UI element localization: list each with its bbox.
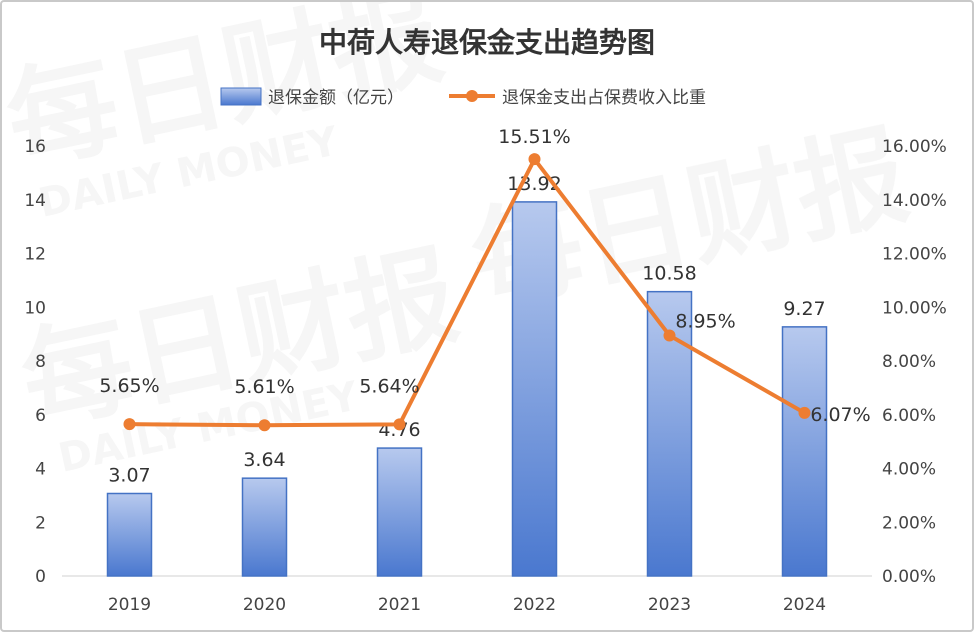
left-tick-label: 2 (35, 513, 46, 533)
x-tick-label: 2021 (378, 595, 421, 615)
right-tick-label: 4.00% (882, 460, 936, 480)
line-series (123, 153, 811, 432)
x-tick-label: 2019 (108, 595, 151, 615)
legend-line-label: 退保金支出占保费收入比重 (502, 88, 706, 108)
bar-value-label: 3.64 (243, 449, 285, 471)
x-tick-label: 2022 (513, 595, 556, 615)
x-tick-label: 2023 (648, 595, 691, 615)
line-point (393, 418, 406, 431)
left-tick-label: 10 (24, 298, 46, 318)
legend-bar-swatch (220, 87, 262, 106)
line-value-label: 8.95% (675, 310, 735, 332)
left-tick-label: 6 (35, 406, 46, 426)
left-tick-label: 14 (24, 191, 46, 211)
bar-value-label: 10.58 (642, 263, 696, 285)
left-tick-label: 12 (24, 245, 46, 265)
left-axis: 0 2 4 6 8 10 12 14 16 (24, 137, 46, 587)
line-value-label: 6.07% (810, 404, 870, 426)
right-tick-label: 2.00% (882, 513, 936, 533)
left-tick-label: 16 (24, 137, 46, 157)
line-value-label: 5.65% (99, 375, 159, 397)
x-tick-label: 2020 (243, 595, 286, 615)
right-tick-label: 6.00% (882, 406, 936, 426)
right-axis: 0.00% 2.00% 4.00% 6.00% 8.00% 10.00% 12.00% 14.… (882, 137, 947, 587)
legend-line-marker (466, 90, 478, 102)
line-value-label: 5.64% (359, 375, 419, 397)
bar-value-label: 3.07 (108, 464, 150, 486)
left-tick-label: 4 (35, 460, 46, 480)
bar (376, 447, 423, 577)
line-point (123, 418, 136, 431)
left-tick-label: 0 (35, 567, 46, 587)
right-tick-label: 0.00% (882, 567, 936, 587)
x-tick-label: 2024 (783, 595, 826, 615)
line-point (798, 406, 811, 419)
bar (241, 477, 288, 577)
line-data-labels: 5.65% 5.61% 5.64% 15.51% 8.95% 6.07% (99, 126, 870, 426)
watermark-logo: 每日财报 每日财报 每日财报 DAILY MONEY DAILY MONEY (2, 2, 918, 482)
bar (106, 492, 153, 577)
bar (781, 326, 828, 577)
right-tick-label: 12.00% (882, 245, 947, 265)
line-value-label: 15.51% (498, 126, 570, 148)
right-tick-label: 8.00% (882, 352, 936, 372)
bar-value-label: 9.27 (783, 298, 825, 320)
right-tick-label: 10.00% (882, 298, 947, 318)
legend: 退保金额（亿元） 退保金支出占保费收入比重 (220, 87, 706, 108)
bar-series (106, 201, 828, 577)
line-point (258, 419, 271, 432)
right-tick-label: 14.00% (882, 191, 947, 211)
x-axis: 2019 2020 2021 2022 2023 2024 (108, 595, 826, 615)
left-tick-label: 8 (35, 352, 46, 372)
line-point (528, 153, 541, 166)
line-value-label: 5.61% (234, 376, 294, 398)
chart-title: 中荷人寿退保金支出趋势图 (319, 26, 655, 59)
line-point (663, 329, 676, 342)
line-path (129, 157, 806, 428)
bar (511, 201, 558, 577)
right-tick-label: 16.00% (882, 137, 947, 157)
legend-bar-label: 退保金额（亿元） (268, 88, 404, 108)
